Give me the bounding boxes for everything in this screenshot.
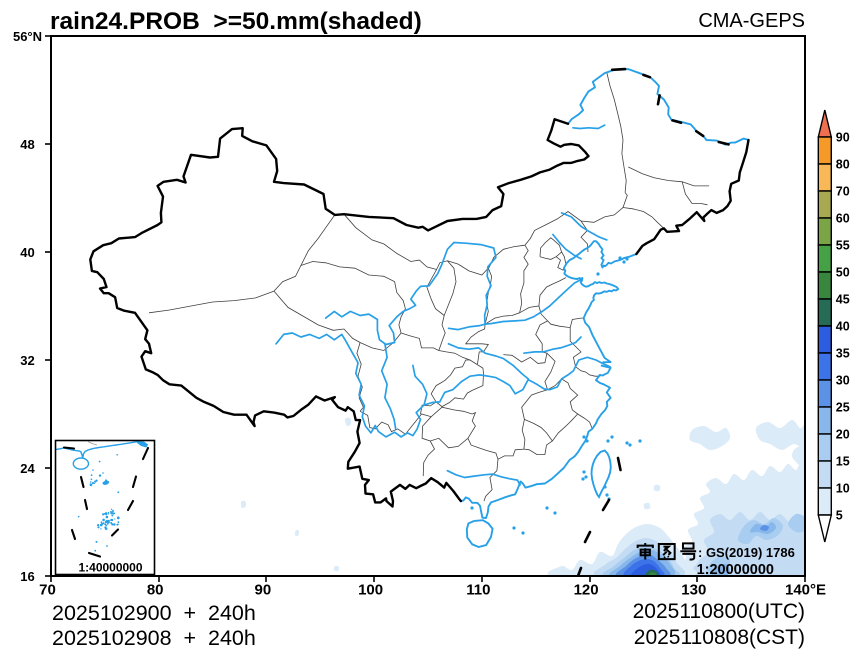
svg-text:60: 60 (836, 212, 850, 226)
svg-text:2025102908 + 240h: 2025102908 + 240h (52, 626, 256, 650)
svg-text:80: 80 (147, 582, 164, 599)
svg-text:32: 32 (20, 353, 34, 368)
svg-text:140°E: 140°E (785, 582, 826, 599)
svg-text:120: 120 (574, 582, 599, 599)
svg-text:16: 16 (20, 569, 34, 584)
svg-text:2025110800(UTC): 2025110800(UTC) (633, 600, 805, 623)
svg-text:CMA-GEPS: CMA-GEPS (698, 10, 805, 32)
svg-text:15: 15 (836, 455, 850, 469)
svg-text:50: 50 (836, 266, 850, 280)
svg-text:: GS(2019) 1786: : GS(2019) 1786 (698, 545, 795, 560)
svg-text:25: 25 (836, 401, 850, 415)
svg-text:100: 100 (358, 582, 383, 599)
svg-text:90: 90 (255, 582, 272, 599)
svg-text:2025110808(CST): 2025110808(CST) (634, 626, 805, 649)
svg-text:1:20000000: 1:20000000 (697, 562, 774, 578)
svg-text:40: 40 (20, 245, 34, 260)
svg-text:70: 70 (39, 582, 56, 599)
svg-text:56°N: 56°N (13, 29, 42, 44)
svg-text:110: 110 (466, 582, 490, 599)
svg-text:5: 5 (836, 509, 843, 523)
svg-text:40: 40 (836, 320, 850, 334)
svg-text:rain24.PROB >=50.mm(shaded): rain24.PROB >=50.mm(shaded) (50, 8, 422, 35)
svg-text:48: 48 (20, 137, 34, 152)
svg-text:1:40000000: 1:40000000 (78, 561, 142, 575)
svg-text:20: 20 (836, 428, 850, 442)
svg-text:55: 55 (836, 239, 850, 253)
svg-text:130: 130 (681, 582, 706, 599)
svg-text:90: 90 (836, 131, 850, 145)
svg-text:70: 70 (836, 185, 850, 199)
svg-text:10: 10 (836, 482, 850, 496)
svg-text:45: 45 (836, 293, 850, 307)
svg-text:35: 35 (836, 347, 850, 361)
svg-text:80: 80 (836, 158, 850, 172)
svg-text:24: 24 (20, 461, 35, 476)
svg-text:2025102900 + 240h: 2025102900 + 240h (52, 601, 256, 625)
svg-text:30: 30 (836, 374, 850, 388)
